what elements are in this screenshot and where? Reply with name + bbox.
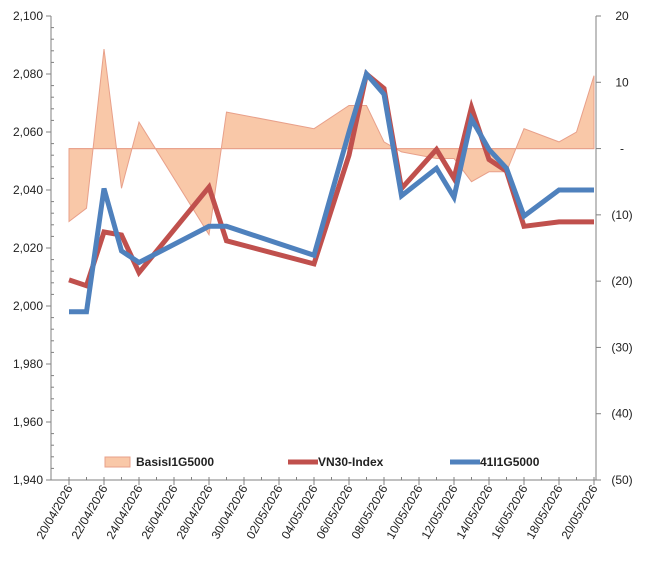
line-series-layer [68, 68, 594, 315]
legend-label: BasisI1G5000 [136, 455, 214, 469]
left-tick-label: 1,940 [13, 473, 43, 487]
right-tick-label: (50) [611, 473, 632, 487]
legend-swatch-area [104, 456, 131, 468]
left-tick-label: 2,080 [13, 67, 43, 81]
left-tick-label: 2,100 [13, 9, 43, 23]
right-tick-label: (20) [611, 274, 632, 288]
left-tick-label: 2,000 [13, 299, 43, 313]
left-tick-label: 1,980 [13, 357, 43, 371]
x-tick-label: 20/05/2026 [558, 482, 600, 541]
legend: BasisI1G5000 VN30-Index 41I1G5000 [104, 455, 540, 469]
series-line-vn30-index [68, 69, 594, 289]
left-tick-label: 1,960 [13, 415, 43, 429]
right-tick-label: 20 [615, 9, 629, 23]
right-tick-label: 10 [615, 75, 629, 89]
left-tick-label: 2,020 [13, 241, 43, 255]
right-tick-label: (10) [611, 208, 632, 222]
right-tick-label: (40) [611, 407, 632, 421]
left-tick-label: 2,040 [13, 183, 43, 197]
left-tick-label: 2,060 [13, 125, 43, 139]
right-tick-label: - [620, 142, 624, 156]
right-tick-label: (30) [611, 340, 632, 354]
legend-label: 41I1G5000 [480, 455, 540, 469]
series-line-41i1g5000 [69, 68, 594, 315]
legend-label: VN30-Index [318, 455, 384, 469]
